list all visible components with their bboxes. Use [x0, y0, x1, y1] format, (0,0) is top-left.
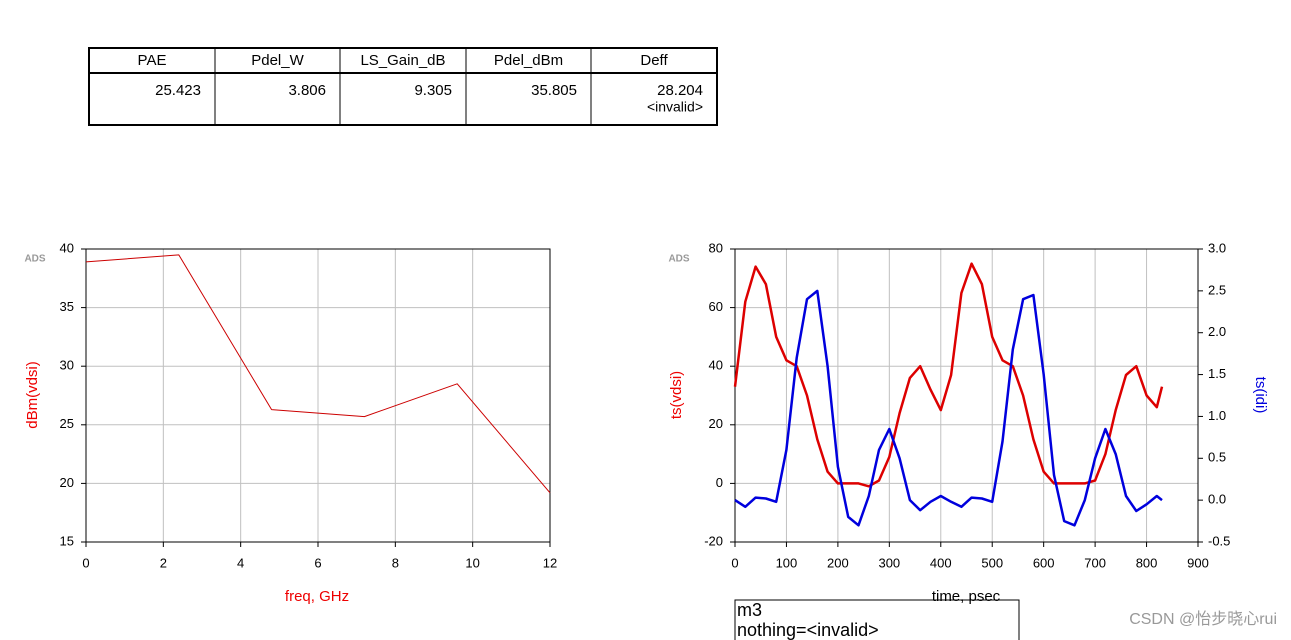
- x-tick-label: 0: [731, 555, 738, 570]
- x-tick-label: 200: [827, 555, 849, 570]
- cell: 28.204: [657, 82, 703, 99]
- y-tick-label: 25: [60, 416, 74, 431]
- watermark: CSDN @怡步晓心rui: [1129, 610, 1277, 628]
- column-header: PAE: [138, 52, 167, 69]
- marker-name: m3: [737, 600, 762, 620]
- y2-axis-title: ts(idi): [1252, 377, 1269, 414]
- y2-tick-label: -0.5: [1208, 533, 1230, 548]
- series-line: [85, 254, 551, 494]
- y-tick-label: 20: [709, 416, 723, 431]
- column-header: Deff: [640, 52, 668, 69]
- y2-tick-label: 2.0: [1208, 324, 1226, 339]
- y-tick-label: 30: [60, 358, 74, 373]
- x-tick-label: 300: [878, 555, 900, 570]
- y-tick-label: -20: [704, 533, 723, 548]
- column-header: LS_Gain_dB: [360, 52, 445, 69]
- y2-tick-label: 3.0: [1208, 240, 1226, 255]
- column-header: Pdel_W: [251, 52, 304, 69]
- x-tick-label: 500: [981, 555, 1003, 570]
- column-header: Pdel_dBm: [494, 52, 563, 69]
- marker-text: nothing=<invalid>: [737, 620, 879, 640]
- y-tick-label: 0: [716, 475, 723, 490]
- x-tick-label: 700: [1084, 555, 1106, 570]
- cell: 9.305: [414, 82, 452, 99]
- x-tick-label: 12: [543, 555, 557, 570]
- cell: 35.805: [531, 82, 577, 99]
- y2-tick-label: 0.5: [1208, 450, 1226, 465]
- marker-box: [734, 599, 1020, 640]
- table-frame: [88, 47, 718, 126]
- cell: <invalid>: [647, 99, 703, 115]
- y-tick-label: 40: [60, 240, 74, 255]
- x-tick-label: 10: [465, 555, 479, 570]
- y2-tick-label: 1.5: [1208, 366, 1226, 381]
- x-axis-title: freq, GHz: [285, 588, 349, 605]
- y-tick-label: 20: [60, 475, 74, 490]
- y-tick-label: 60: [709, 299, 723, 314]
- series-line: [734, 289, 1163, 527]
- table-columns: [214, 48, 592, 125]
- y2-tick-label: 2.5: [1208, 282, 1226, 297]
- y-axis-title: ts(vdsi): [668, 371, 685, 419]
- x-tick-label: 6: [314, 555, 321, 570]
- logo: ADS: [668, 254, 689, 265]
- y-tick-label: 40: [709, 358, 723, 373]
- y-tick-label: 35: [60, 299, 74, 314]
- plot-frame: [85, 248, 551, 543]
- x-tick-label: 100: [776, 555, 798, 570]
- y2-tick-label: 0.0: [1208, 492, 1226, 507]
- logo: ADS: [24, 254, 45, 265]
- series-line: [733, 262, 1164, 488]
- plot-frame: [734, 248, 1199, 543]
- x-tick-label: 400: [930, 555, 952, 570]
- x-axis-title: time, psec: [932, 588, 1001, 605]
- x-tick-label: 4: [237, 555, 244, 570]
- x-tick-label: 900: [1187, 555, 1209, 570]
- x-tick-label: 2: [160, 555, 167, 570]
- x-tick-label: 8: [392, 555, 399, 570]
- x-tick-label: 800: [1136, 555, 1158, 570]
- y-axis-title: dBm(vdsi): [24, 361, 41, 429]
- y2-tick-label: 1.0: [1208, 408, 1226, 423]
- cell: 3.806: [288, 82, 326, 99]
- x-tick-label: 600: [1033, 555, 1055, 570]
- y-tick-label: 15: [60, 533, 74, 548]
- x-tick-label: 0: [82, 555, 89, 570]
- y-tick-label: 80: [709, 240, 723, 255]
- cell: 25.423: [155, 82, 201, 99]
